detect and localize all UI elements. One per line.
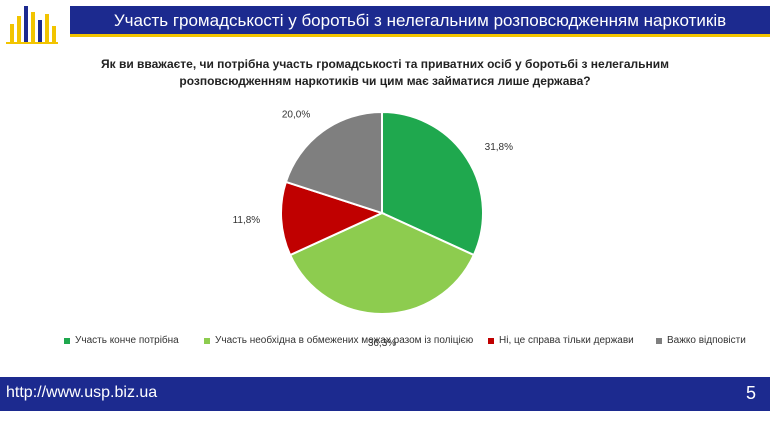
logo-icon <box>6 6 58 44</box>
pie-slice-2 <box>288 211 476 315</box>
chart-question: Як ви вважаєте, чи потрібна участь грома… <box>60 56 710 90</box>
footer-url: http://www.usp.biz.ua <box>6 384 158 401</box>
legend-swatch <box>204 337 210 344</box>
chart-legend: Участь конче потрібна Участь необхідна в … <box>64 335 764 351</box>
legend-item-4: Важко відповісти <box>656 335 746 346</box>
legend-swatch <box>488 337 494 344</box>
question-line-1: Як ви вважаєте, чи потрібна участь грома… <box>100 57 670 71</box>
legend-item-3: Ні, це справа тільки держави <box>488 335 634 346</box>
pie-data-label-4: 20,0% <box>282 109 310 120</box>
legend-swatch <box>64 337 70 344</box>
legend-label: Важко відповісти <box>667 335 746 346</box>
header: Участь громадськості у боротьбі з нелега… <box>0 0 770 46</box>
page-title: Участь громадськості у боротьбі з нелега… <box>113 11 727 30</box>
pie-data-label-3: 11,8% <box>233 215 261 226</box>
legend-item-1: Участь конче потрібна <box>64 335 179 346</box>
pie-data-label-2: 36,3% <box>368 338 396 349</box>
pie-slice-1 <box>381 110 484 257</box>
page-number: 5 <box>745 383 756 403</box>
legend-label: Ні, це справа тільки держави <box>499 335 634 346</box>
legend-swatch <box>656 337 662 344</box>
legend-label: Участь необхідна в обмежених межах разом… <box>215 335 474 346</box>
pie-slice-4 <box>284 110 383 215</box>
legend-label: Участь конче потрібна <box>75 335 179 346</box>
legend-item-2: Участь необхідна в обмежених межах разом… <box>204 335 473 346</box>
footer: http://www.usp.biz.ua 5 <box>0 377 770 411</box>
pie-slice-3 <box>280 180 385 257</box>
title-bar: Участь громадськості у боротьбі з нелега… <box>70 6 770 37</box>
question-line-2: розповсюдженням наркотиків чи цим має за… <box>179 74 591 88</box>
pie-data-label-1: 31,8% <box>485 142 513 153</box>
